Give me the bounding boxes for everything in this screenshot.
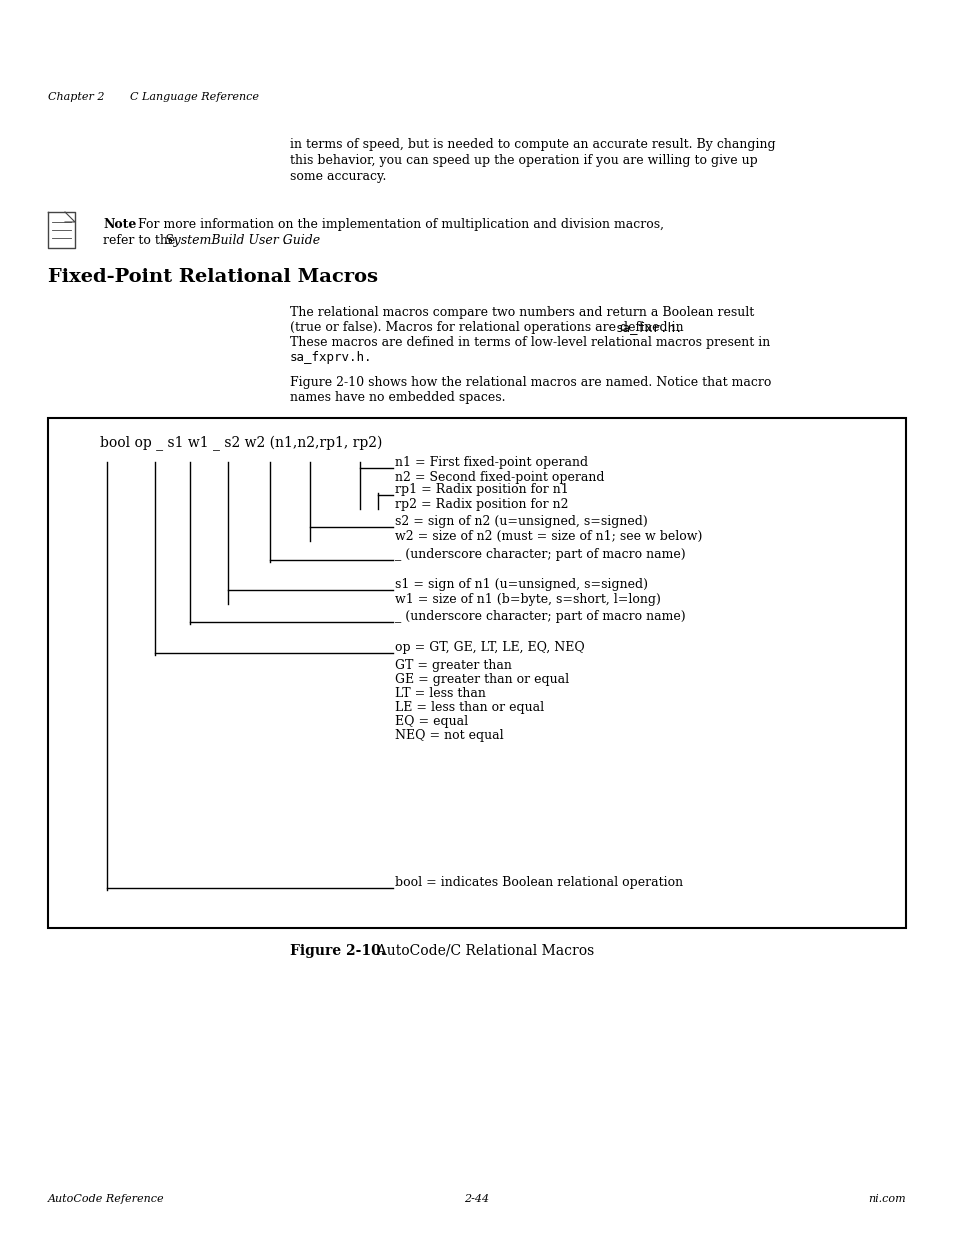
Text: refer to the: refer to the (103, 233, 179, 247)
Text: AutoCode Reference: AutoCode Reference (48, 1194, 165, 1204)
Text: op = GT, GE, LT, LE, EQ, NEQ: op = GT, GE, LT, LE, EQ, NEQ (395, 641, 584, 655)
Text: .: . (283, 233, 287, 247)
Text: Chapter 2: Chapter 2 (48, 91, 105, 103)
Text: These macros are defined in terms of low-level relational macros present in: These macros are defined in terms of low… (290, 336, 769, 350)
Text: ni.com: ni.com (867, 1194, 905, 1204)
Text: s2 = sign of n2 (u=unsigned, s=signed): s2 = sign of n2 (u=unsigned, s=signed) (395, 515, 647, 529)
Text: EQ = equal: EQ = equal (395, 715, 468, 727)
Text: AutoCode/C Relational Macros: AutoCode/C Relational Macros (368, 944, 594, 958)
Text: w2 = size of n2 (must = size of n1; see w below): w2 = size of n2 (must = size of n1; see … (395, 530, 701, 543)
Text: n2 = Second fixed-point operand: n2 = Second fixed-point operand (395, 471, 604, 484)
Text: NEQ = not equal: NEQ = not equal (395, 729, 503, 742)
Text: GT = greater than: GT = greater than (395, 659, 512, 672)
Text: _ (underscore character; part of macro name): _ (underscore character; part of macro n… (395, 610, 685, 622)
Text: LT = less than: LT = less than (395, 687, 485, 700)
Text: s1 = sign of n1 (u=unsigned, s=signed): s1 = sign of n1 (u=unsigned, s=signed) (395, 578, 647, 592)
Text: n1 = First fixed-point operand: n1 = First fixed-point operand (395, 456, 587, 469)
Text: sa_fxprv.h.: sa_fxprv.h. (290, 351, 372, 364)
Text: The relational macros compare two numbers and return a Boolean result: The relational macros compare two number… (290, 306, 754, 319)
Text: (true or false). Macros for relational operations are defined in: (true or false). Macros for relational o… (290, 321, 687, 333)
Text: in terms of speed, but is needed to compute an accurate result. By changing: in terms of speed, but is needed to comp… (290, 138, 775, 151)
Text: Figure 2-10.: Figure 2-10. (290, 944, 385, 958)
Bar (48, 417, 905, 927)
Text: C Language Reference: C Language Reference (130, 91, 258, 103)
Text: SystemBuild User Guide: SystemBuild User Guide (165, 233, 320, 247)
Text: this behavior, you can speed up the operation if you are willing to give up: this behavior, you can speed up the oper… (290, 154, 757, 167)
Text: 2-44: 2-44 (464, 1194, 489, 1204)
Text: LE = less than or equal: LE = less than or equal (395, 701, 543, 714)
Text: Note: Note (103, 219, 136, 231)
Text: names have no embedded spaces.: names have no embedded spaces. (290, 391, 505, 404)
Text: w1 = size of n1 (b=byte, s=short, l=long): w1 = size of n1 (b=byte, s=short, l=long… (395, 593, 660, 606)
Text: rp1 = Radix position for n1: rp1 = Radix position for n1 (395, 483, 568, 496)
Text: For more information on the implementation of multiplication and division macros: For more information on the implementati… (138, 219, 663, 231)
Text: GE = greater than or equal: GE = greater than or equal (395, 673, 569, 685)
Text: rp2 = Radix position for n2: rp2 = Radix position for n2 (395, 498, 568, 511)
Text: sa_fxr.h.: sa_fxr.h. (616, 321, 682, 333)
Text: Figure 2-10 shows how the relational macros are named. Notice that macro: Figure 2-10 shows how the relational mac… (290, 375, 771, 389)
Text: some accuracy.: some accuracy. (290, 170, 386, 183)
Text: Fixed-Point Relational Macros: Fixed-Point Relational Macros (48, 268, 377, 287)
Text: _ (underscore character; part of macro name): _ (underscore character; part of macro n… (395, 548, 685, 561)
Text: bool = indicates Boolean relational operation: bool = indicates Boolean relational oper… (395, 876, 682, 889)
Text: bool op _ s1 w1 _ s2 w2 (n1,n2,rp1, rp2): bool op _ s1 w1 _ s2 w2 (n1,n2,rp1, rp2) (100, 436, 382, 451)
